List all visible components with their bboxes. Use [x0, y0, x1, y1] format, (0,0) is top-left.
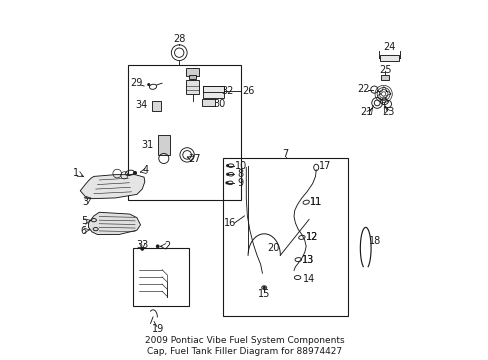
- Text: 12: 12: [305, 232, 318, 242]
- Text: 29: 29: [130, 78, 143, 88]
- Text: 26: 26: [242, 86, 254, 96]
- Text: 10: 10: [234, 161, 246, 171]
- Circle shape: [225, 182, 227, 184]
- Bar: [133, 248, 188, 306]
- Text: 24: 24: [383, 42, 395, 51]
- Bar: [185, 68, 199, 76]
- Text: 2: 2: [164, 241, 170, 251]
- Text: 1: 1: [73, 168, 79, 178]
- Bar: [158, 135, 169, 155]
- Polygon shape: [88, 212, 140, 234]
- Bar: [152, 101, 161, 111]
- Text: 34: 34: [135, 100, 147, 110]
- Bar: [379, 55, 399, 61]
- Bar: [185, 80, 199, 94]
- Text: 15: 15: [258, 289, 270, 299]
- Text: 20: 20: [266, 243, 279, 253]
- Text: 25: 25: [378, 64, 391, 75]
- Text: 17: 17: [319, 161, 331, 171]
- Bar: [188, 75, 196, 78]
- Bar: [223, 158, 348, 316]
- Circle shape: [147, 84, 149, 86]
- Text: 21: 21: [360, 107, 372, 117]
- Circle shape: [263, 287, 265, 289]
- Circle shape: [141, 247, 143, 250]
- Text: 13: 13: [302, 255, 314, 265]
- Text: 3: 3: [81, 197, 88, 207]
- Text: 30: 30: [213, 99, 225, 109]
- Text: 9: 9: [237, 178, 243, 188]
- Text: 12: 12: [305, 232, 318, 242]
- Text: 18: 18: [368, 236, 381, 246]
- Text: 23: 23: [381, 107, 393, 117]
- Text: 31: 31: [141, 140, 153, 150]
- Text: 2009 Pontiac Vibe Fuel System Components
Cap, Fuel Tank Filler Diagram for 88974: 2009 Pontiac Vibe Fuel System Components…: [144, 336, 344, 356]
- Circle shape: [133, 171, 136, 174]
- Text: 14: 14: [302, 274, 315, 284]
- Text: 32: 32: [221, 86, 233, 96]
- Text: 27: 27: [188, 154, 200, 164]
- Circle shape: [156, 245, 159, 248]
- Circle shape: [226, 165, 228, 167]
- Bar: [203, 86, 224, 92]
- Text: 6: 6: [81, 226, 87, 236]
- Text: 16: 16: [224, 218, 236, 228]
- Text: 11: 11: [309, 197, 322, 207]
- Bar: [381, 75, 388, 80]
- Bar: [128, 65, 241, 200]
- Text: 5: 5: [81, 216, 87, 226]
- Bar: [203, 86, 224, 98]
- Text: 19: 19: [152, 324, 164, 334]
- Text: 33: 33: [136, 239, 148, 249]
- Text: 22: 22: [357, 84, 369, 94]
- Polygon shape: [80, 175, 144, 199]
- Text: 28: 28: [173, 34, 185, 44]
- Text: 7: 7: [282, 149, 288, 159]
- Circle shape: [226, 173, 228, 175]
- Bar: [202, 99, 215, 107]
- Text: 11: 11: [309, 197, 322, 207]
- Text: 13: 13: [302, 255, 314, 265]
- Text: 8: 8: [237, 169, 244, 179]
- Text: 4: 4: [142, 165, 149, 175]
